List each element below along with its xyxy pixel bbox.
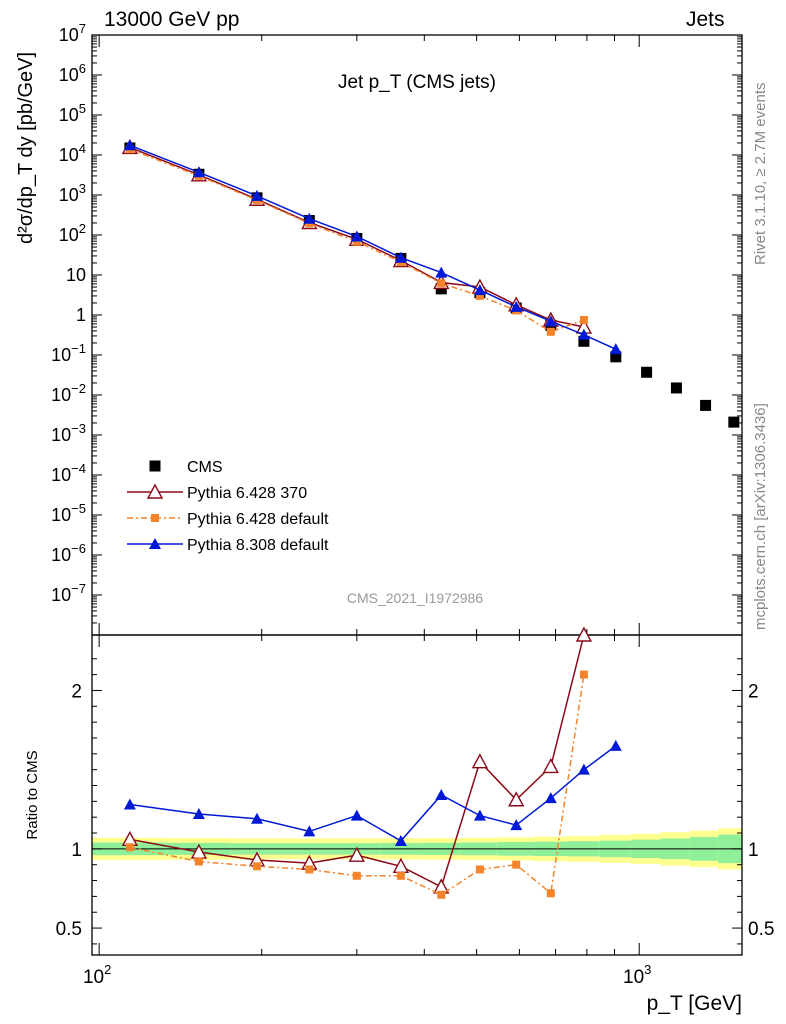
ratio-data-point — [510, 819, 523, 831]
data-point: Pythia 8.308 default — [350, 230, 363, 242]
legend-marker — [149, 538, 161, 549]
mcplots-label: mcplots.cern.ch [arXiv:1306.3436] — [752, 403, 769, 630]
ratio-tick-label: 2 — [748, 681, 759, 702]
y-tick-label: 1 — [76, 305, 86, 325]
y-tick-label: 10 — [66, 265, 86, 285]
data-point: Pythia 8.308 default — [473, 284, 486, 296]
ratio-tick-label: 1 — [748, 840, 759, 861]
ratio-data-point — [305, 865, 314, 874]
ratio-data-point — [352, 871, 361, 880]
ratio-data-point — [542, 758, 559, 774]
data-point: CMS — [670, 382, 682, 394]
header-left: 13000 GeV pp — [104, 8, 240, 31]
ratio-data-point — [192, 808, 205, 820]
data-point: Pythia 8.308 default — [394, 251, 407, 263]
ratio-tick-label: 1 — [71, 840, 82, 861]
ratio-data-point — [437, 890, 446, 899]
x-tick-label: 102 — [83, 962, 111, 988]
legend-marker — [151, 514, 159, 522]
ratio-data-point — [348, 846, 365, 862]
data-point: CMS — [641, 366, 653, 378]
y-tick-label: 107 — [59, 21, 86, 45]
ratio-data-point — [473, 809, 486, 821]
ratio-data-point — [123, 798, 136, 810]
y-tick-label: 10−3 — [51, 421, 86, 445]
data-point: Pythia 8.308 default — [544, 315, 557, 327]
legend-label: CMS — [187, 459, 223, 476]
data-point: CMS — [578, 335, 590, 347]
x-axis-label: p_T [GeV] — [647, 992, 742, 1015]
ratio-tick-label: 0.5 — [748, 919, 774, 940]
data-point: Pythia 6.428 default — [352, 237, 361, 246]
ratio-data-point — [475, 865, 484, 874]
y-tick-label: 10−5 — [51, 501, 86, 525]
ratio-data-point — [546, 889, 555, 898]
legend-label: Pythia 6.428 370 — [187, 485, 307, 502]
ratio-data-point — [194, 857, 203, 866]
legend-marker — [146, 483, 164, 499]
data-point: Pythia 8.308 default — [303, 212, 316, 224]
ratio-frame — [91, 634, 743, 956]
ratio-axis-label: Ratio to CMS — [24, 750, 41, 839]
series-line — [129, 148, 585, 333]
data-point: Pythia 6.428 default — [475, 291, 484, 300]
ratio-data-point — [577, 763, 590, 775]
ratio-data-point — [396, 871, 405, 880]
y-tick-label: 104 — [59, 141, 86, 165]
ratio-data-point — [544, 792, 557, 804]
data-point: Pythia 6.428 default — [579, 315, 588, 324]
data-point: Pythia 8.308 default — [577, 328, 590, 340]
data-point: Pythia 6.428 default — [437, 279, 446, 288]
y-tick-label: 103 — [59, 181, 86, 205]
ratio-data-point — [250, 812, 263, 824]
x-tick-label: 103 — [623, 962, 651, 988]
ratio-data-point — [350, 809, 363, 821]
ratio-data-point — [575, 626, 593, 642]
series-line — [129, 144, 617, 350]
ratio-data-point — [125, 843, 134, 852]
y-axis-label: d²σ/dp_T dy [pb/GeV] — [15, 52, 37, 244]
y-tick-label: 102 — [59, 221, 86, 245]
ratio-data-point — [394, 834, 407, 846]
y-tick-label: 10−2 — [51, 381, 86, 405]
y-tick-label: 10−6 — [51, 541, 86, 565]
data-point: Pythia 8.308 default — [510, 300, 523, 312]
y-tick-label: 105 — [59, 101, 86, 125]
data-point: CMS — [700, 399, 712, 411]
ratio-data-point — [471, 753, 489, 769]
rivet-label: Rivet 3.1.10, ≥ 2.7M events — [752, 82, 769, 266]
data-point: CMS — [728, 416, 740, 428]
ratio-tick-label: 2 — [71, 681, 82, 702]
analysis-id: CMS_2021_I1972986 — [347, 590, 483, 606]
ratio-series-line — [129, 745, 617, 842]
data-point: Pythia 8.308 default — [435, 266, 448, 278]
ratio-data-point — [609, 739, 622, 751]
ratio-series-line — [129, 674, 585, 896]
y-tick-label: 106 — [59, 61, 86, 85]
ratio-data-point — [435, 789, 448, 800]
y-tick-label: 10−4 — [51, 461, 86, 485]
data-point: Pythia 6.428 default — [546, 327, 555, 336]
ratio-data-point — [579, 670, 588, 679]
data-point: Pythia 8.308 default — [192, 166, 205, 178]
legend-marker — [149, 460, 161, 472]
y-tick-label: 10−1 — [51, 341, 86, 365]
header-right: Jets — [686, 8, 725, 31]
y-tick-label: 10−7 — [51, 581, 86, 605]
chart-title: Jet p_T (CMS jets) — [338, 72, 496, 93]
legend-label: Pythia 8.308 default — [187, 537, 329, 554]
legend-label: Pythia 6.428 default — [187, 511, 329, 528]
ratio-data-point — [303, 825, 316, 837]
ratio-data-point — [512, 860, 521, 869]
ratio-data-point — [508, 791, 525, 807]
data-point: Pythia 8.308 default — [609, 343, 622, 355]
ratio-tick-label: 0.5 — [56, 919, 82, 940]
ratio-data-point — [252, 862, 261, 871]
data-point: CMS — [610, 351, 622, 363]
data-point: Pythia 8.308 default — [250, 189, 263, 201]
data-point: Pythia 8.308 default — [123, 139, 136, 151]
